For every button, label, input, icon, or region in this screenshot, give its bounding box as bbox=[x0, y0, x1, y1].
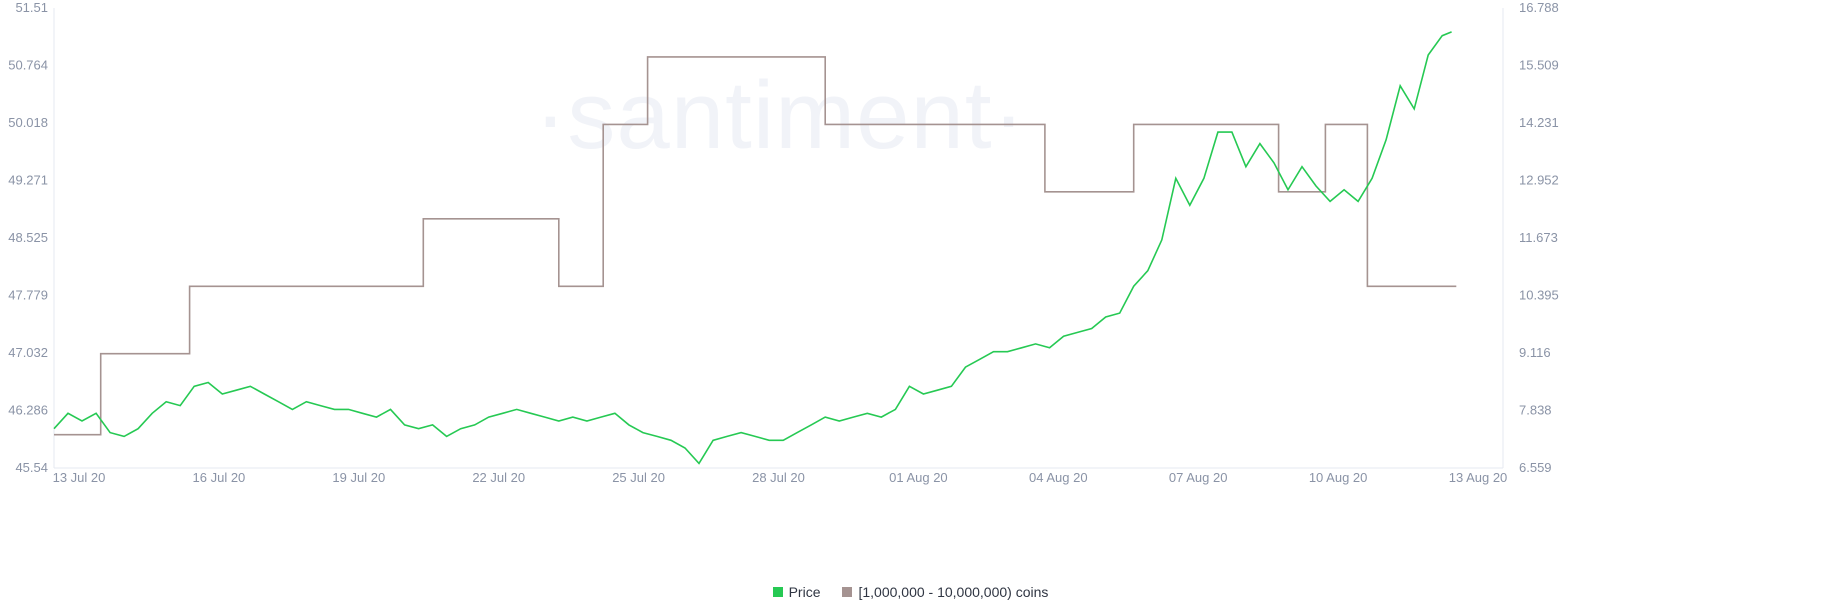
left-y-tick-label: 49.271 bbox=[8, 173, 48, 188]
x-tick-label: 13 Jul 20 bbox=[53, 470, 106, 485]
x-tick-label: 16 Jul 20 bbox=[193, 470, 246, 485]
legend-swatch-holders bbox=[842, 587, 853, 597]
price-series-line bbox=[53, 31, 1452, 465]
right-y-tick-label: 7.838 bbox=[1519, 403, 1552, 418]
left-y-tick-label: 46.286 bbox=[8, 403, 48, 418]
left-y-tick-label: 48.525 bbox=[8, 230, 48, 245]
x-tick-label: 01 Aug 20 bbox=[889, 470, 948, 485]
x-axis-ticks: 13 Jul 20 16 Jul 20 19 Jul 20 22 Jul 20 25 J… bbox=[53, 470, 1508, 485]
x-tick-label: 25 Jul 20 bbox=[612, 470, 665, 485]
x-tick-label: 04 Aug 20 bbox=[1029, 470, 1088, 485]
right-y-axis-ticks: 16.788 15.509 14.231 12.952 11.673 10.395 9.11… bbox=[1519, 0, 1559, 475]
right-y-tick-label: 12.952 bbox=[1519, 173, 1559, 188]
left-y-tick-label: 50.018 bbox=[8, 115, 48, 130]
x-tick-label: 10 Aug 20 bbox=[1309, 470, 1368, 485]
left-y-axis-ticks: 51.51 50.764 50.018 49.271 48.525 47.779 47.03… bbox=[8, 0, 48, 475]
left-y-tick-label: 47.779 bbox=[8, 288, 48, 303]
santiment-watermark: ·santiment· bbox=[534, 62, 1025, 169]
left-y-tick-label: 45.54 bbox=[15, 460, 48, 475]
x-tick-label: 28 Jul 20 bbox=[752, 470, 805, 485]
x-tick-label: 07 Aug 20 bbox=[1169, 470, 1228, 485]
chart-legend: Price [1,000,000 - 10,000,000) coins bbox=[0, 584, 1821, 600]
right-y-tick-label: 16.788 bbox=[1519, 0, 1559, 15]
chart-canvas: ·santiment· 51.51 50.764 50.018 49.271 48.52… bbox=[8, 0, 1559, 485]
right-y-tick-label: 6.559 bbox=[1519, 460, 1552, 475]
right-y-tick-label: 9.116 bbox=[1519, 345, 1551, 360]
legend-item-holders[interactable]: [1,000,000 - 10,000,000) coins bbox=[842, 584, 1048, 600]
holders-series-line bbox=[54, 56, 1457, 436]
x-tick-label: 13 Aug 20 bbox=[1449, 470, 1508, 485]
x-tick-label: 22 Jul 20 bbox=[472, 470, 525, 485]
left-y-tick-label: 47.032 bbox=[8, 345, 48, 360]
legend-item-price[interactable]: Price bbox=[772, 584, 821, 600]
right-y-tick-label: 15.509 bbox=[1519, 58, 1559, 73]
x-tick-label: 19 Jul 20 bbox=[332, 470, 385, 485]
legend-swatch-price bbox=[772, 587, 783, 597]
left-y-tick-label: 50.764 bbox=[8, 58, 48, 73]
right-y-tick-label: 10.395 bbox=[1519, 288, 1559, 303]
left-y-tick-label: 51.51 bbox=[15, 0, 48, 15]
right-y-tick-label: 14.231 bbox=[1519, 115, 1559, 130]
legend-label-price: Price bbox=[788, 584, 821, 600]
right-y-tick-label: 11.673 bbox=[1519, 230, 1558, 245]
legend-label-holders: [1,000,000 - 10,000,000) coins bbox=[858, 584, 1049, 600]
